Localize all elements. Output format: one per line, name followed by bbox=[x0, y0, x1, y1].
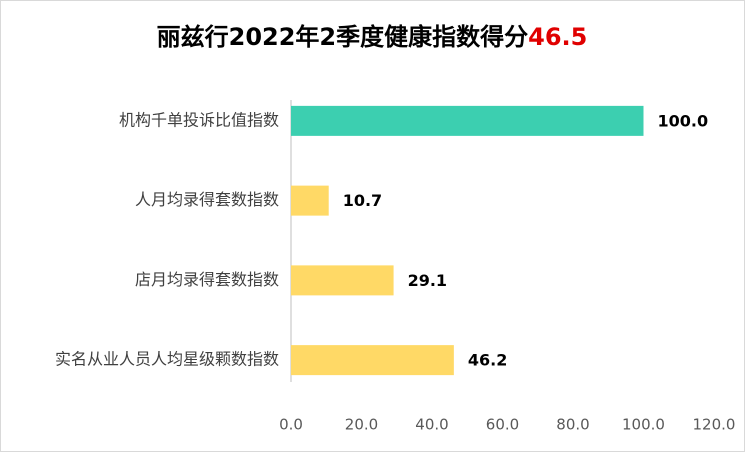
x-tick-label: 0.0 bbox=[279, 416, 303, 434]
value-label: 46.2 bbox=[468, 351, 507, 370]
bar bbox=[291, 105, 644, 136]
value-label: 10.7 bbox=[343, 191, 382, 210]
title-score: 46.5 bbox=[528, 23, 587, 51]
bar bbox=[291, 345, 454, 376]
value-label: 29.1 bbox=[408, 271, 447, 290]
bar bbox=[291, 265, 394, 296]
y-tick-label: 实名从业人员人均星级颗数指数 bbox=[55, 350, 279, 369]
value-label: 100.0 bbox=[658, 111, 709, 130]
title-text: 丽兹行2022年2季度健康指数得分 bbox=[157, 23, 529, 51]
y-tick-label: 机构千单投诉比值指数 bbox=[119, 110, 279, 129]
x-tick-label: 40.0 bbox=[415, 416, 448, 434]
bar bbox=[291, 185, 329, 216]
x-tick-label: 100.0 bbox=[622, 416, 665, 434]
y-tick-label: 人月均录得套数指数 bbox=[135, 190, 279, 209]
x-tick-label: 60.0 bbox=[486, 416, 519, 434]
x-tick-label: 80.0 bbox=[556, 416, 589, 434]
chart-title: 丽兹行2022年2季度健康指数得分46.5 bbox=[157, 23, 588, 51]
y-tick-label: 店月均录得套数指数 bbox=[135, 270, 279, 289]
x-tick-label: 120.0 bbox=[693, 416, 736, 434]
x-tick-label: 20.0 bbox=[345, 416, 378, 434]
